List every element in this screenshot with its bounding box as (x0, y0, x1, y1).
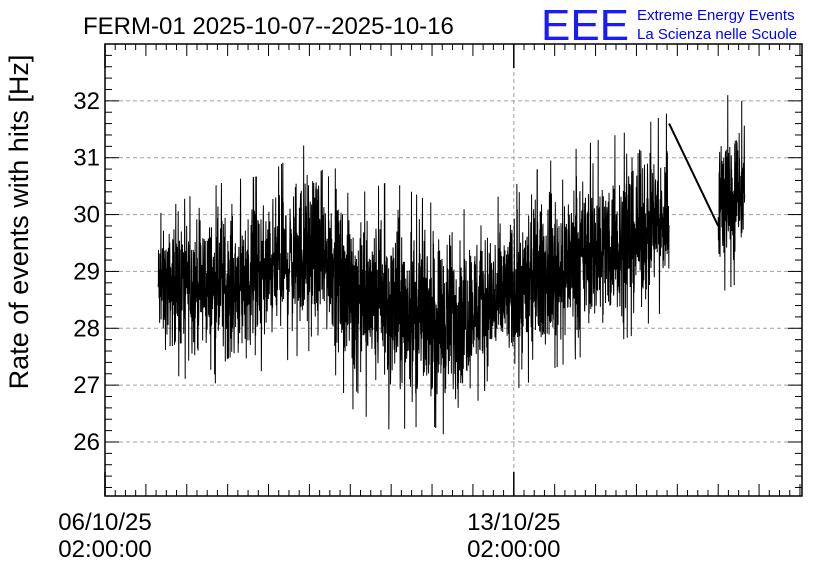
x-tick-label-date: 13/10/25 (467, 509, 560, 536)
x-tick-label-date: 06/10/25 (58, 509, 151, 536)
axis-ticks (104, 43, 802, 496)
logo-line2: La Scienza nelle Scuole (637, 26, 797, 43)
chart-title: FERM-01 2025-10-07--2025-10-16 (83, 13, 454, 40)
gap-connector-line (668, 123, 720, 227)
y-tick-label: 28 (73, 315, 100, 342)
y-axis-title: Rate of events with hits [Hz] (4, 55, 34, 390)
data-series (157, 95, 746, 435)
y-tick-label: 26 (73, 429, 100, 456)
y-tick-label: 30 (73, 202, 100, 229)
plot-frame (104, 43, 803, 497)
x-tick-label-time: 02:00:00 (58, 536, 151, 563)
logo-line1: Extreme Energy Events (637, 7, 795, 24)
y-tick-label: 29 (73, 258, 100, 285)
x-tick-label-time: 02:00:00 (467, 536, 560, 563)
logo: EEE Extreme Energy Events La Scienza nel… (541, 1, 797, 50)
logo-letters: EEE (541, 1, 629, 50)
y-tick-label: 27 (73, 372, 100, 399)
data-trace-segment-2 (717, 95, 746, 291)
y-tick-label: 32 (73, 88, 100, 115)
data-trace-segment-1 (157, 113, 670, 435)
tick-labels: 2627282930313206/10/2502:00:0013/10/2502… (58, 88, 560, 563)
y-tick-label: 31 (73, 145, 100, 172)
